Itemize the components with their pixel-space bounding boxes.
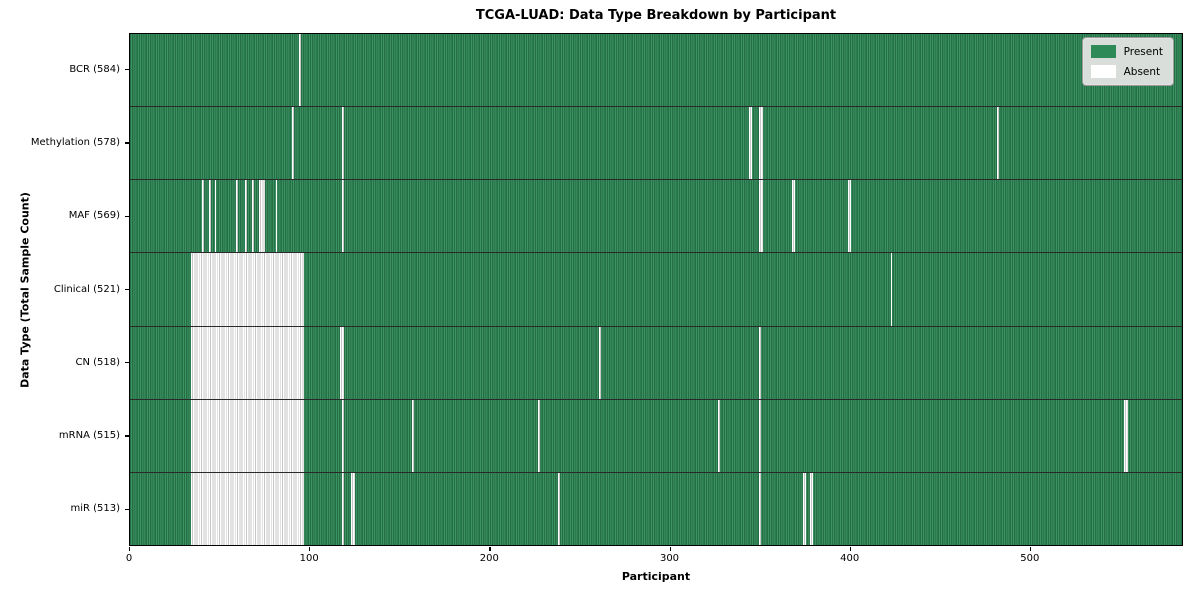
y-tick-mark	[125, 288, 129, 291]
absent-stripe	[291, 107, 294, 180]
x-tick-mark	[669, 547, 671, 551]
absent-stripe	[351, 472, 355, 545]
absent-stripe	[201, 180, 204, 253]
x-tick-label-100: 100	[299, 553, 319, 564]
absent-stripe	[191, 399, 305, 472]
absent-stripe	[259, 180, 265, 253]
heatmap-row-clinical	[130, 253, 1182, 327]
absent-stripe	[718, 399, 720, 472]
absent-stripe	[342, 107, 344, 180]
absent-stripe	[275, 180, 278, 253]
y-tick-mark	[125, 362, 129, 364]
absent-stripe	[759, 399, 762, 472]
x-tick-mark	[1029, 547, 1032, 551]
heatmap-row-mrna	[130, 399, 1182, 473]
y-tick-label-cn: CN (518)	[75, 356, 120, 368]
absent-stripe	[191, 253, 305, 326]
absent-stripe	[299, 34, 301, 107]
x-tick-label-400: 400	[840, 553, 860, 564]
y-tick-mark	[125, 69, 129, 71]
x-tick-label-0: 0	[125, 553, 133, 564]
absent-stripe	[599, 326, 602, 399]
legend-item-absent: Absent	[1090, 65, 1163, 78]
absent-stripe	[342, 180, 344, 253]
absent-stripe	[759, 472, 762, 545]
y-tick-mark	[125, 215, 129, 217]
absent-stripe	[759, 326, 762, 399]
heatmap-row-bcr	[130, 34, 1182, 108]
absent-stripe	[557, 472, 560, 545]
absent-stripe	[759, 180, 763, 253]
x-tick-label-300: 300	[659, 553, 680, 564]
absent-swatch-icon	[1090, 65, 1116, 78]
y-tick-mark	[125, 435, 129, 437]
absent-stripe	[890, 253, 893, 326]
y-tick-label-mir: miR (513)	[70, 503, 120, 515]
x-tick-mark	[129, 547, 131, 551]
heatmap-row-mir	[130, 472, 1182, 545]
y-tick-label-methylation: Methylation (578)	[30, 136, 120, 148]
absent-stripe	[748, 107, 753, 180]
legend: Present Absent	[1081, 37, 1174, 86]
x-tick-label-200: 200	[479, 553, 499, 564]
absent-stripe	[342, 472, 344, 545]
y-tick-mark	[125, 142, 129, 144]
y-tick-label-bcr: BCR (584)	[69, 63, 120, 75]
absent-stripe	[802, 472, 807, 545]
absent-stripe	[209, 180, 211, 253]
absent-stripe	[252, 180, 255, 253]
absent-stripe	[847, 180, 852, 253]
heatmap-plot-area	[129, 33, 1183, 546]
x-axis-label: Participant	[621, 570, 691, 583]
absent-stripe	[342, 399, 344, 472]
y-tick-mark	[125, 508, 129, 510]
absent-stripe	[191, 326, 305, 399]
chart-title: TCGA-LUAD: Data Type Breakdown by Partic…	[475, 8, 837, 23]
absent-stripe	[538, 399, 540, 472]
y-tick-label-maf: MAF (569)	[68, 210, 120, 222]
legend-label-present: Present	[1123, 45, 1163, 58]
y-tick-label-mrna: mRNA (515)	[58, 430, 120, 442]
x-tick-mark	[849, 547, 851, 551]
x-tick-label-500: 500	[1020, 553, 1040, 564]
absent-stripe	[1124, 399, 1129, 472]
absent-stripe	[996, 107, 999, 180]
absent-stripe	[759, 107, 763, 180]
absent-stripe	[236, 180, 238, 253]
x-tick-mark	[309, 547, 311, 551]
absent-stripe	[791, 180, 796, 253]
absent-stripe	[412, 399, 415, 472]
heatmap-row-cn	[130, 326, 1182, 400]
legend-label-absent: Absent	[1123, 65, 1161, 78]
present-swatch-icon	[1090, 45, 1116, 58]
absent-stripe	[340, 326, 344, 399]
legend-item-present: Present	[1090, 45, 1163, 58]
absent-stripe	[245, 180, 247, 253]
absent-stripe	[191, 472, 305, 545]
heatmap-row-methylation	[130, 107, 1182, 181]
x-tick-mark	[489, 547, 491, 551]
absent-stripe	[214, 180, 217, 253]
y-tick-label-clinical: Clinical (521)	[53, 283, 120, 295]
heatmap-row-maf	[130, 180, 1182, 254]
absent-stripe	[809, 472, 814, 545]
